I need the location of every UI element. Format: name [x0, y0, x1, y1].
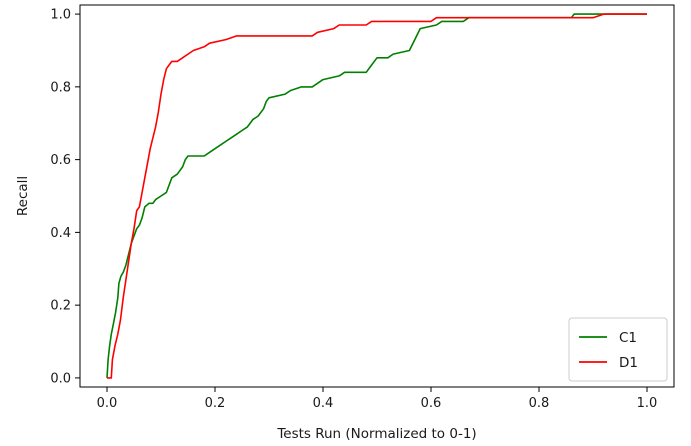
x-tick-label: 0.2 — [205, 396, 226, 411]
x-tick-label: 0.6 — [421, 396, 442, 411]
series-layer — [106, 13, 647, 379]
y-tick-label: 0.0 — [50, 371, 71, 386]
y-tick-label: 0.4 — [50, 226, 71, 241]
y-tick-label: 1.0 — [50, 8, 71, 23]
legend-label-c1: C1 — [619, 330, 637, 346]
x-tick-label: 0.4 — [313, 396, 334, 411]
y-axis-ticks: 0.0 0.2 0.4 0.6 0.8 1.0 — [50, 8, 80, 386]
legend-label-d1: D1 — [619, 355, 638, 371]
plot-frame — [79, 4, 675, 388]
x-axis-ticks: 0.0 0.2 0.4 0.6 0.8 1.0 — [97, 387, 658, 411]
series-line-d1 — [107, 13, 647, 379]
legend-box — [568, 317, 668, 382]
y-tick-label: 0.6 — [50, 153, 71, 168]
series-line-c1 — [106, 13, 647, 378]
x-tick-label: 0.0 — [97, 396, 118, 411]
y-axis-label: Recall — [15, 176, 31, 216]
y-tick-label: 0.8 — [50, 80, 71, 95]
legend: C1 D1 — [568, 317, 668, 382]
x-tick-label: 1.0 — [637, 396, 658, 411]
x-tick-label: 0.8 — [529, 396, 550, 411]
y-tick-label: 0.2 — [50, 299, 71, 314]
x-axis-label: Tests Run (Normalized to 0-1) — [276, 426, 476, 442]
